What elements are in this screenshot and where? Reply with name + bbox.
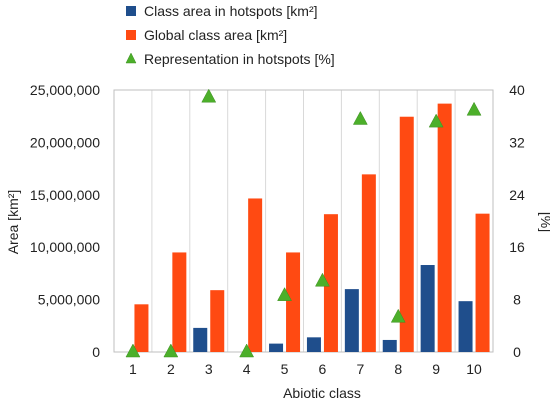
bar-hotspot-area-6 (306, 337, 321, 352)
y2-tick-label: 40 (509, 82, 525, 98)
y-axis-title: Area [km²] (5, 190, 21, 255)
bar-global-area-2 (172, 252, 187, 352)
chart-grid (151, 90, 456, 352)
x-tick-label: 7 (356, 361, 364, 377)
bar-global-area-7 (361, 174, 376, 352)
marker-representation-6 (315, 272, 330, 287)
y-tick-label: 0 (92, 344, 100, 360)
bar-global-area-5 (286, 252, 301, 352)
marker-representation-9 (428, 113, 444, 128)
marker-representation-10 (466, 101, 482, 116)
marker-representation-5 (277, 287, 292, 301)
y-tick-label: 20,000,000 (30, 134, 100, 150)
y2-tick-label: 16 (509, 239, 525, 255)
legend: Class area in hotspots [km²] Global clas… (125, 3, 335, 67)
left-axis-ticks: 0 5,000,000 10,000,000 15,000,000 20,000,000… (30, 82, 100, 360)
legend-label-hotspot-area: Class area in hotspots [km²] (144, 3, 318, 19)
bar-hotspot-area-3 (193, 327, 208, 352)
marker-representation-3 (201, 88, 217, 103)
legend-swatch-global-area (126, 30, 136, 40)
bar-global-area-8 (399, 116, 414, 352)
legend-label-global-area: Global class area [km²] (144, 27, 287, 43)
bar-global-area-1 (134, 304, 149, 352)
bar-hotspot-area-9 (420, 265, 435, 352)
marker-representation-8 (390, 308, 406, 323)
x-tick-label: 1 (129, 361, 137, 377)
x-tick-label: 5 (281, 361, 289, 377)
y-tick-label: 10,000,000 (30, 239, 100, 255)
y2-tick-label: 32 (509, 134, 525, 150)
bar-global-area-10 (475, 213, 490, 352)
y2-axis-title: [%] (538, 212, 550, 232)
x-tick-label: 4 (243, 361, 251, 377)
legend-marker-representation (125, 52, 137, 64)
x-axis-ticks: 1 2 3 4 5 6 7 8 9 10 (129, 361, 482, 377)
bar-hotspot-area-7 (344, 289, 359, 352)
marker-representation-2 (163, 343, 179, 358)
bar-global-area-3 (210, 290, 225, 352)
bar-global-area-9 (437, 103, 452, 353)
marker-representation-7 (352, 110, 368, 125)
y2-tick-label: 24 (509, 187, 525, 203)
x-tick-label: 2 (167, 361, 175, 377)
right-axis-ticks: 0 8 16 24 32 40 (509, 82, 525, 360)
y2-tick-label: 8 (513, 292, 521, 308)
bar-hotspot-area-5 (269, 343, 284, 352)
y-tick-label: 5,000,000 (38, 292, 100, 308)
bar-marks (134, 103, 490, 353)
x-tick-label: 6 (319, 361, 327, 377)
bar-hotspot-area-8 (382, 339, 397, 352)
x-tick-label: 9 (432, 361, 440, 377)
plot-area-frame (113, 89, 494, 353)
bar-hotspot-area-10 (458, 301, 473, 352)
plot-area-border (113, 89, 494, 353)
x-tick-label: 8 (394, 361, 402, 377)
bar-global-area-6 (323, 214, 338, 352)
marker-marks (125, 88, 482, 358)
x-tick-label: 10 (466, 361, 482, 377)
marker-representation-4 (239, 343, 255, 358)
legend-swatch-hotspot-area (126, 6, 136, 16)
x-axis-title: Abiotic class (283, 385, 361, 401)
legend-label-representation: Representation in hotspots [%] (144, 51, 335, 67)
bar-global-area-4 (248, 198, 263, 352)
y2-tick-label: 0 (513, 344, 521, 360)
y-tick-label: 15,000,000 (30, 187, 100, 203)
marker-representation-1 (125, 343, 141, 358)
x-tick-label: 3 (205, 361, 213, 377)
y-tick-label: 25,000,000 (30, 82, 100, 98)
